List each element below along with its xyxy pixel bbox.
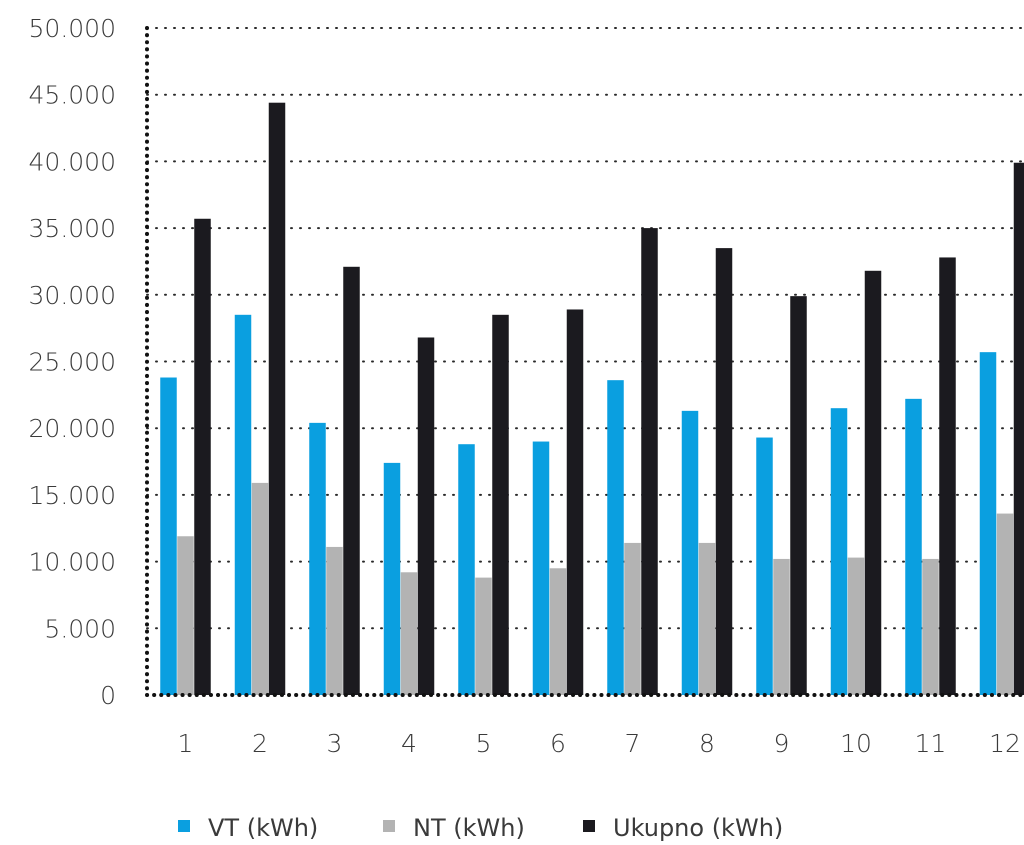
y-axis-tick-labels: 0 5.000 10.000 15.000 20.000 25.000 30.000 35.0… [29,14,116,710]
bar [326,546,343,695]
bar [922,558,939,695]
legend-swatch [178,820,190,832]
bar [417,337,435,695]
x-tick-label: 9 [774,729,790,758]
bar [549,568,567,695]
bar [383,462,401,695]
x-tick-label: 3 [327,729,343,758]
x-tick-label: 5 [476,729,492,758]
y-tick-label: 45.000 [29,81,116,110]
y-tick-label: 0 [100,681,116,710]
bar [234,314,252,695]
legend-label: Ukupno (kWh) [613,814,783,842]
bar [400,572,418,695]
x-tick-label: 6 [550,729,566,758]
legend-swatch [383,820,395,832]
y-tick-label: 40.000 [29,147,116,176]
bar [905,398,922,695]
x-tick-label: 10 [840,729,872,758]
x-tick-label: 12 [989,729,1021,758]
x-tick-label: 8 [699,729,715,758]
axes [145,26,1024,697]
y-tick-label: 20.000 [29,414,116,443]
bar [773,558,790,695]
bar [607,380,624,695]
bar [268,102,286,696]
x-tick-label: 1 [178,729,194,758]
x-tick-label: 4 [401,729,417,758]
bar [194,218,211,695]
legend-label: NT (kWh) [413,814,525,842]
bar [343,266,360,695]
y-tick-label: 5.000 [44,614,116,643]
bar [979,352,997,695]
bar [492,314,509,695]
x-axis-tick-labels: 1 2 3 4 5 6 7 8 9 10 11 12 [178,729,1021,758]
bar [698,542,716,695]
legend: VT (kWh) NT (kWh) Ukupno (kWh) [178,814,783,842]
legend-swatch [583,820,595,832]
bar [475,577,492,695]
x-tick-label: 11 [915,729,947,758]
bar [939,257,956,695]
bar [715,248,733,696]
bar [309,422,326,695]
y-tick-label: 15.000 [29,481,116,510]
bar [847,557,865,695]
y-tick-label: 50.000 [29,14,116,43]
legend-label: VT (kWh) [208,814,318,842]
bar [532,441,550,695]
bar [641,228,658,695]
bar [160,377,177,695]
bar [1013,162,1024,695]
bar [458,444,475,695]
bar [996,513,1014,695]
bar [681,410,699,695]
bar [624,542,641,695]
bar [756,437,773,695]
bar [177,536,194,695]
y-tick-label: 10.000 [29,548,116,577]
bar [830,408,848,695]
y-tick-label: 25.000 [29,348,116,377]
bar [566,309,584,695]
y-tick-label: 30.000 [29,281,116,310]
bar [251,482,269,695]
bar [864,270,882,695]
x-tick-label: 7 [625,729,641,758]
bar [790,296,807,695]
bars-group [160,102,1024,696]
y-tick-label: 35.000 [29,214,116,243]
x-tick-label: 2 [252,729,268,758]
